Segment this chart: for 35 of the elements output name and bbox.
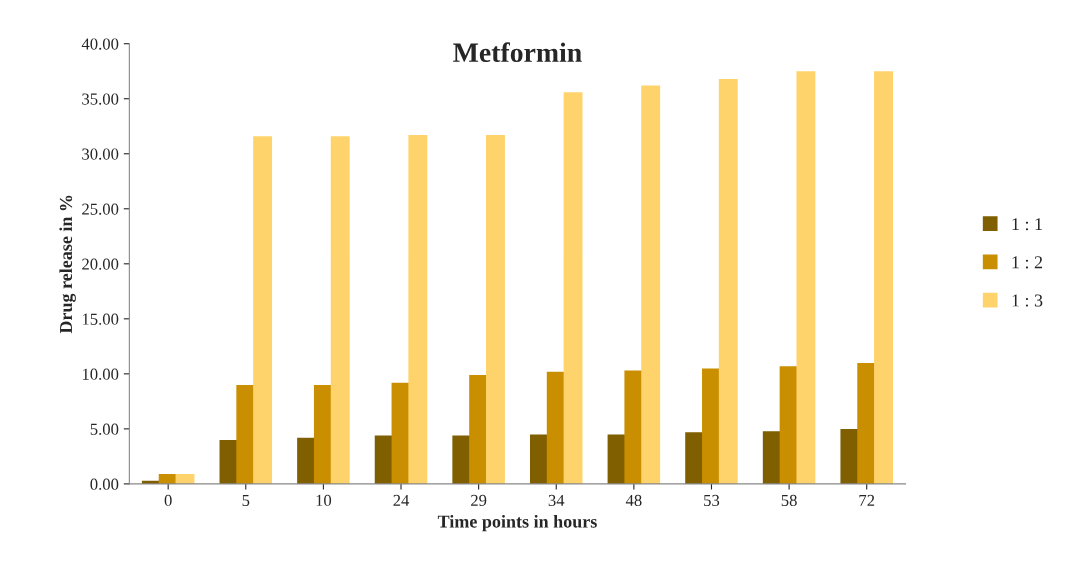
legend-label: 1 : 2 xyxy=(1012,256,1043,269)
legend-label: 1 : 3 xyxy=(1012,294,1043,307)
bar xyxy=(702,368,721,484)
x-tick-label: 53 xyxy=(704,494,720,507)
y-tick-label: 35.00 xyxy=(82,93,119,105)
legend-label: 1 : 1 xyxy=(1012,218,1042,231)
bar xyxy=(253,136,273,484)
y-tick-label: 40.00 xyxy=(81,38,119,50)
x-tick-label: 34 xyxy=(548,494,565,507)
y-tick-label: 25.00 xyxy=(82,203,119,215)
x-tick-label: 72 xyxy=(859,494,875,506)
y-tick-label: 30.00 xyxy=(82,148,119,160)
y-tick-label: 0.00 xyxy=(90,478,119,490)
y-tick-label: 15.00 xyxy=(82,313,119,325)
y-axis-title: Drug release in % xyxy=(59,195,76,334)
y-tick-label: 20.00 xyxy=(82,258,119,270)
bar xyxy=(796,71,816,484)
x-tick-label: 10 xyxy=(316,494,332,507)
bar xyxy=(486,135,505,484)
bar xyxy=(874,71,893,484)
y-tick-label: 10.00 xyxy=(82,368,119,380)
x-tick-label: 48 xyxy=(625,494,642,507)
x-tick-label: 0 xyxy=(164,494,172,507)
x-tick-label: 5 xyxy=(242,494,250,507)
x-axis-title: Time points in hours xyxy=(437,514,597,532)
bar xyxy=(563,92,583,484)
x-tick-label: 58 xyxy=(781,494,797,507)
y-tick-label: 5.00 xyxy=(90,423,119,435)
chart-title: Metformin xyxy=(453,42,582,63)
bar xyxy=(641,85,661,484)
bar xyxy=(718,79,738,484)
x-tick-label: 24 xyxy=(393,494,410,506)
bar xyxy=(408,135,428,484)
x-tick-label: 29 xyxy=(471,494,487,507)
bar xyxy=(330,136,350,484)
